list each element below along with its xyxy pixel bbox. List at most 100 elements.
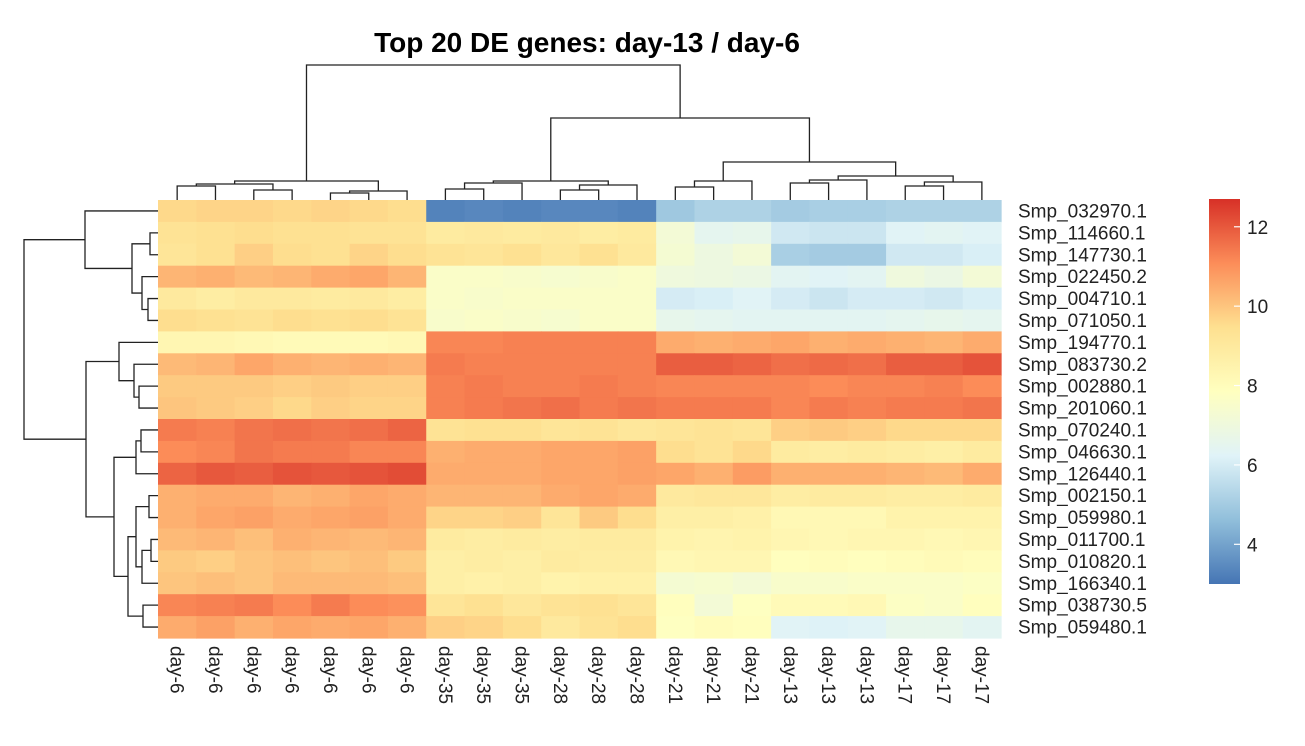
heatmap-cell bbox=[656, 440, 696, 464]
heatmap-cell bbox=[809, 528, 849, 551]
heatmap-cell bbox=[809, 397, 849, 420]
heatmap-cell bbox=[464, 440, 504, 464]
heatmap-cell bbox=[387, 265, 427, 289]
heatmap-cell bbox=[234, 419, 274, 442]
heatmap-cell bbox=[771, 397, 811, 420]
heatmap-cell bbox=[579, 309, 619, 332]
heatmap-cell bbox=[541, 419, 581, 442]
dendrogram-branch bbox=[789, 182, 830, 200]
heatmap-cell bbox=[387, 353, 427, 376]
heatmap-cell bbox=[311, 550, 351, 573]
dendrogram-branch bbox=[550, 117, 811, 181]
heatmap-cell bbox=[656, 419, 696, 442]
heatmap-cell bbox=[541, 243, 581, 267]
heatmap-cell bbox=[502, 528, 542, 551]
heatmap-cell bbox=[502, 375, 542, 398]
heatmap-cell bbox=[464, 397, 504, 420]
heatmap-cell bbox=[464, 528, 504, 551]
heatmap-cell bbox=[732, 353, 772, 376]
heatmap-cell bbox=[426, 594, 466, 617]
heatmap-cell bbox=[234, 331, 274, 354]
heatmap-cell bbox=[272, 265, 312, 289]
heatmap-cell bbox=[234, 440, 274, 464]
heatmap-cell bbox=[886, 265, 925, 289]
heatmap-cell bbox=[349, 528, 389, 551]
heatmap-cell bbox=[349, 221, 389, 245]
column-label: day-6 bbox=[204, 646, 225, 694]
heatmap-cell bbox=[387, 200, 427, 223]
heatmap-cell bbox=[387, 550, 427, 573]
heatmap-cell bbox=[617, 616, 657, 639]
heatmap-cell bbox=[886, 200, 925, 223]
heatmap-cell bbox=[962, 419, 1002, 442]
heatmap-cell bbox=[886, 287, 925, 311]
heatmap-cell bbox=[311, 287, 351, 311]
heatmap-cell bbox=[196, 331, 236, 354]
heatmap-cell bbox=[158, 528, 197, 551]
heatmap-cell bbox=[464, 331, 504, 354]
heatmap-cell bbox=[464, 200, 504, 223]
heatmap-cell bbox=[196, 572, 236, 595]
heatmap-cell bbox=[196, 397, 236, 420]
heatmap-cell bbox=[732, 243, 772, 267]
heatmap-cell bbox=[349, 419, 389, 442]
heatmap-cell bbox=[809, 462, 849, 486]
heatmap-cell bbox=[847, 200, 887, 223]
heatmap-cell bbox=[234, 397, 274, 420]
legend-tick-label: 4 bbox=[1247, 535, 1258, 556]
dendrogram-branch bbox=[674, 186, 715, 200]
heatmap-cell bbox=[158, 397, 197, 420]
heatmap-cell bbox=[579, 572, 619, 595]
heatmap-cell bbox=[656, 550, 696, 573]
dendrogram-branch bbox=[133, 363, 158, 398]
legend-tick-label: 12 bbox=[1247, 218, 1268, 239]
heatmap-cell bbox=[694, 484, 734, 508]
heatmap-cell bbox=[272, 243, 312, 267]
heatmap-cell bbox=[732, 419, 772, 442]
column-label: day-21 bbox=[702, 646, 723, 704]
heatmap-cell bbox=[502, 506, 542, 530]
row-labels: Smp_032970.1Smp_114660.1Smp_147730.1Smp_… bbox=[1018, 201, 1147, 638]
heatmap-cell bbox=[962, 331, 1002, 354]
column-label: day-6 bbox=[357, 646, 378, 694]
heatmap-cell bbox=[158, 550, 197, 573]
heatmap-cell bbox=[311, 616, 351, 639]
heatmap-cell bbox=[502, 616, 542, 639]
heatmap-cell bbox=[541, 200, 581, 223]
heatmap-cell bbox=[158, 616, 197, 639]
heatmap-cell bbox=[617, 200, 657, 223]
row-label: Smp_147730.1 bbox=[1018, 245, 1147, 266]
color-legend: 4 6 8 10 12 bbox=[1209, 199, 1268, 584]
heatmap-cell bbox=[579, 440, 619, 464]
heatmap-cell bbox=[962, 594, 1002, 617]
heatmap-cell bbox=[234, 506, 274, 530]
dendrogram-branch bbox=[904, 185, 945, 200]
heatmap-cell bbox=[847, 594, 887, 617]
heatmap-cell bbox=[656, 331, 696, 354]
heatmap-cell bbox=[579, 265, 619, 289]
heatmap-cell bbox=[464, 375, 504, 398]
heatmap-cell bbox=[541, 440, 581, 464]
column-label: day-21 bbox=[740, 646, 761, 704]
dendrogram-branch bbox=[693, 180, 753, 200]
heatmap-cell bbox=[771, 419, 811, 442]
dendrogram-branch bbox=[837, 175, 954, 182]
heatmap-cell bbox=[541, 550, 581, 573]
heatmap-cell bbox=[272, 594, 312, 617]
heatmap-cell bbox=[962, 616, 1002, 639]
heatmap-cell bbox=[732, 550, 772, 573]
heatmap-cell bbox=[502, 484, 542, 508]
row-label: Smp_002880.1 bbox=[1018, 377, 1147, 398]
heatmap-cell bbox=[924, 528, 964, 551]
heatmap-cell bbox=[656, 243, 696, 267]
heatmap-cell bbox=[771, 616, 811, 639]
dendrogram-branch bbox=[142, 604, 158, 628]
heatmap-cell bbox=[158, 287, 197, 311]
heatmap-cell bbox=[349, 484, 389, 508]
heatmap-cell bbox=[694, 265, 734, 289]
heatmap-cell bbox=[732, 462, 772, 486]
heatmap-cell bbox=[924, 440, 964, 464]
heatmap-cell bbox=[426, 528, 466, 551]
heatmap-cell bbox=[809, 484, 849, 508]
heatmap-cell bbox=[732, 287, 772, 311]
